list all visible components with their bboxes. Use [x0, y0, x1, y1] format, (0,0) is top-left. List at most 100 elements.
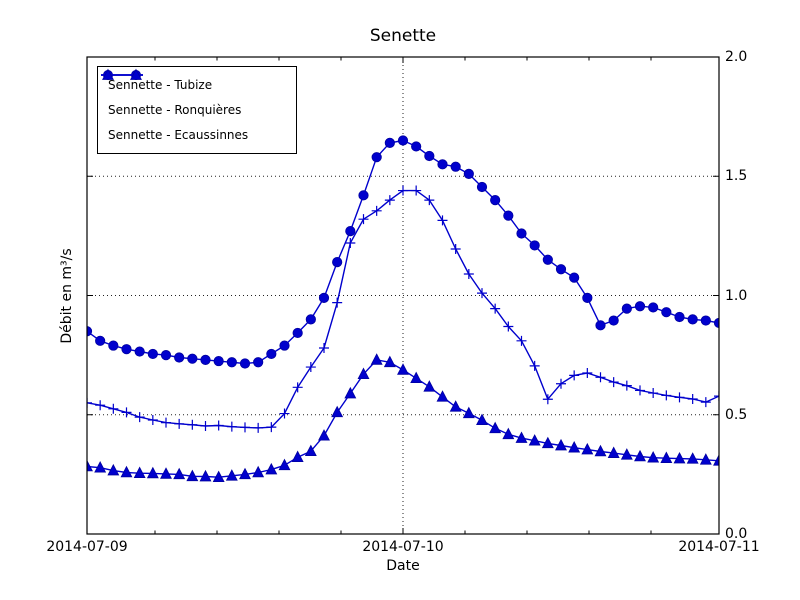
marker-circle — [529, 240, 540, 251]
marker-plus — [87, 397, 92, 408]
marker-plus — [582, 368, 593, 379]
marker-triangle — [462, 406, 475, 419]
y-axis-label: Débit en m³/s — [59, 248, 75, 344]
marker-circle — [121, 344, 132, 355]
marker-triangle — [620, 448, 633, 460]
marker-circle — [371, 152, 382, 163]
marker-circle — [542, 254, 553, 265]
marker-plus — [714, 391, 719, 402]
marker-plus — [358, 214, 369, 225]
marker-plus — [700, 397, 711, 408]
marker-plus — [477, 288, 487, 299]
y-tick-label: 0.5 — [725, 407, 748, 423]
marker-triangle — [699, 453, 712, 465]
legend-entry-ecaussinnes: Sennette - Ecaussinnes — [101, 68, 288, 143]
marker-circle — [621, 303, 632, 314]
marker-triangle — [581, 442, 594, 455]
marker-plus — [332, 297, 343, 308]
marker-triangle — [647, 451, 660, 463]
marker-plus — [529, 360, 540, 371]
marker-triangle — [146, 466, 159, 479]
marker-circle — [687, 314, 698, 325]
marker-triangle — [265, 462, 278, 475]
marker-triangle — [607, 446, 620, 458]
marker-circle — [187, 353, 198, 364]
marker-triangle — [344, 386, 357, 399]
legend-label: Sennette - Ronquières — [108, 102, 242, 117]
marker-triangle — [173, 467, 186, 480]
marker-circle — [200, 354, 211, 365]
marker-triangle — [541, 436, 554, 449]
marker-plus — [687, 394, 698, 405]
marker-triangle — [568, 440, 581, 453]
marker-triangle — [660, 451, 673, 463]
marker-plus — [437, 215, 448, 226]
legend-marker-triangle-icon — [101, 68, 143, 80]
marker-triangle — [502, 427, 515, 440]
marker-plus — [345, 238, 356, 249]
marker-circle — [634, 301, 646, 312]
marker-circle — [358, 190, 369, 201]
marker-plus — [490, 303, 501, 314]
marker-circle — [213, 355, 224, 367]
marker-plus — [621, 380, 632, 391]
marker-circle — [569, 272, 580, 283]
marker-plus — [463, 269, 474, 280]
marker-plus — [556, 378, 566, 389]
marker-triangle — [318, 429, 330, 441]
marker-triangle — [107, 463, 120, 476]
marker-triangle — [383, 355, 396, 368]
marker-circle — [134, 346, 145, 357]
legend: Sennette - Tubize Sennette - Ronquières … — [97, 66, 297, 154]
marker-plus — [542, 394, 553, 405]
marker-triangle — [515, 431, 528, 443]
marker-plus — [200, 420, 211, 431]
legend-label: Sennette - Tubize — [108, 77, 213, 92]
marker-triangle — [252, 465, 265, 478]
marker-circle — [661, 307, 672, 318]
y-tick-label: 0.0 — [725, 526, 748, 542]
marker-triangle — [212, 470, 225, 483]
marker-circle — [253, 357, 264, 368]
marker-triangle — [528, 434, 541, 446]
marker-plus — [398, 185, 408, 196]
marker-plus — [319, 342, 329, 353]
marker-circle — [437, 159, 448, 170]
marker-triangle — [673, 451, 686, 464]
marker-circle — [384, 137, 395, 148]
marker-plus — [161, 417, 171, 428]
marker-circle — [226, 357, 237, 368]
marker-plus — [674, 392, 685, 403]
marker-circle — [160, 350, 172, 361]
marker-triangle — [304, 444, 317, 457]
marker-circle — [648, 302, 659, 313]
marker-circle — [305, 314, 316, 325]
marker-plus — [305, 362, 316, 373]
marker-plus — [384, 195, 395, 206]
marker-plus — [503, 321, 514, 332]
marker-triangle — [713, 454, 719, 466]
marker-triangle — [87, 459, 93, 472]
y-tick-label: 2.0 — [725, 49, 748, 65]
marker-plus — [134, 412, 145, 423]
marker-plus — [108, 403, 119, 414]
marker-triangle — [133, 466, 146, 478]
marker-plus — [279, 408, 290, 419]
marker-circle — [450, 161, 461, 172]
marker-plus — [411, 185, 422, 196]
marker-triangle — [357, 367, 370, 380]
legend-label: Sennette - Ecaussinnes — [108, 128, 249, 143]
marker-circle — [147, 348, 158, 360]
x-axis-label: Date — [386, 558, 420, 574]
marker-circle — [174, 352, 185, 363]
marker-triangle — [239, 467, 251, 480]
marker-triangle — [555, 438, 567, 451]
marker-plus — [253, 422, 264, 433]
marker-circle — [266, 348, 277, 360]
marker-circle — [516, 228, 527, 239]
y-tick-label: 1.0 — [725, 288, 748, 304]
marker-circle — [318, 292, 330, 303]
marker-circle — [463, 168, 474, 179]
